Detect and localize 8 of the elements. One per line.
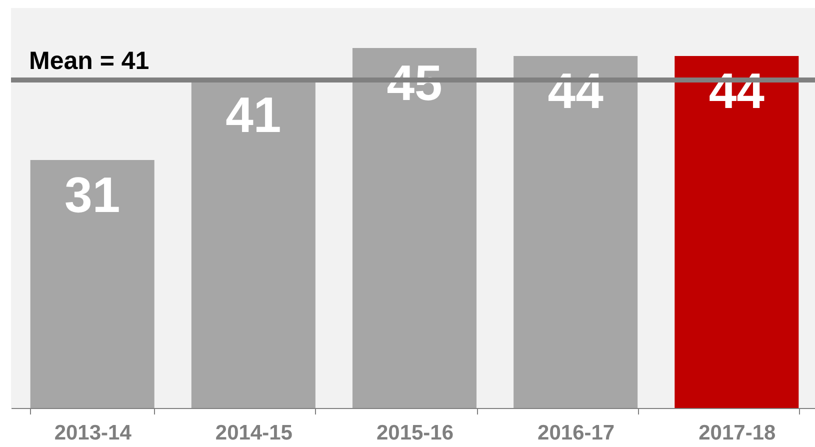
x-tick-label: 2013-14	[54, 422, 132, 444]
x-tick-label: 2015-16	[376, 422, 454, 444]
ref-line-label: Mean = 41	[29, 47, 150, 75]
data-label: 41	[226, 87, 282, 143]
data-label: 31	[64, 167, 120, 223]
x-tick-label: 2016-17	[538, 422, 615, 444]
x-tick-label: 2014-15	[215, 422, 293, 444]
x-tick-label: 2017-18	[698, 422, 776, 444]
